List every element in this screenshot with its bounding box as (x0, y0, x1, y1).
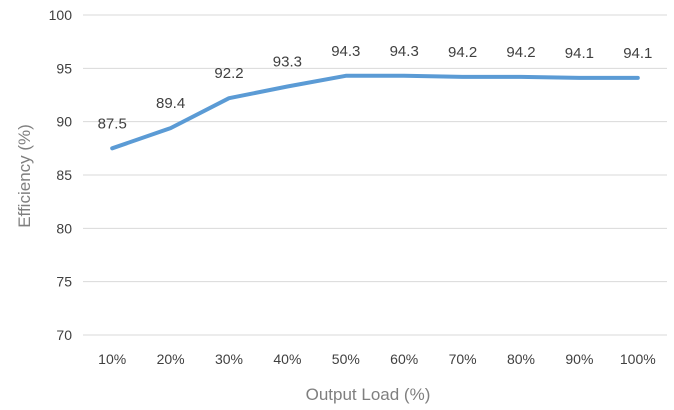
x-tick-label: 100% (620, 351, 656, 367)
data-label: 93.3 (273, 53, 302, 70)
data-label: 94.1 (565, 45, 594, 62)
series-line (110, 73, 640, 151)
y-tick-label: 90 (56, 114, 72, 130)
x-tick-label: 80% (507, 351, 535, 367)
data-label: 89.4 (156, 95, 185, 112)
series-layer (110, 73, 640, 151)
x-tick-label: 20% (157, 351, 185, 367)
x-tick-label: 60% (390, 351, 418, 367)
x-tick-label: 70% (449, 351, 477, 367)
x-tick-label: 90% (565, 351, 593, 367)
x-tick-label: 40% (273, 351, 301, 367)
data-label: 94.2 (448, 44, 477, 61)
x-tick-label: 30% (215, 351, 243, 367)
x-axis-title: Output Load (%) (306, 385, 431, 404)
gridlines (83, 14, 667, 336)
y-axis-title: Efficiency (%) (15, 124, 34, 228)
x-tick-label: 50% (332, 351, 360, 367)
data-label: 94.1 (623, 45, 652, 62)
data-label: 94.2 (506, 44, 535, 61)
y-tick-label: 85 (56, 167, 72, 183)
y-tick-label: 95 (56, 60, 72, 76)
y-tick-label: 75 (56, 274, 72, 290)
data-label: 94.3 (331, 43, 360, 60)
data-label: 87.5 (98, 115, 127, 132)
x-axis-ticks: 10% 20% 30% 40% 50% 60% 70% 80% 90% 100% (98, 351, 656, 367)
y-tick-label: 100 (49, 7, 73, 23)
y-axis-ticks: 70 75 80 85 90 95 100 (49, 7, 73, 343)
data-labels: 87.5 89.4 92.2 93.3 94.3 94.3 94.2 94.2 94.1 94.1 (98, 43, 653, 133)
y-tick-label: 70 (56, 327, 72, 343)
x-tick-label: 10% (98, 351, 126, 367)
data-label: 94.3 (390, 43, 419, 60)
y-tick-label: 80 (56, 220, 72, 236)
data-label: 92.2 (214, 65, 243, 82)
